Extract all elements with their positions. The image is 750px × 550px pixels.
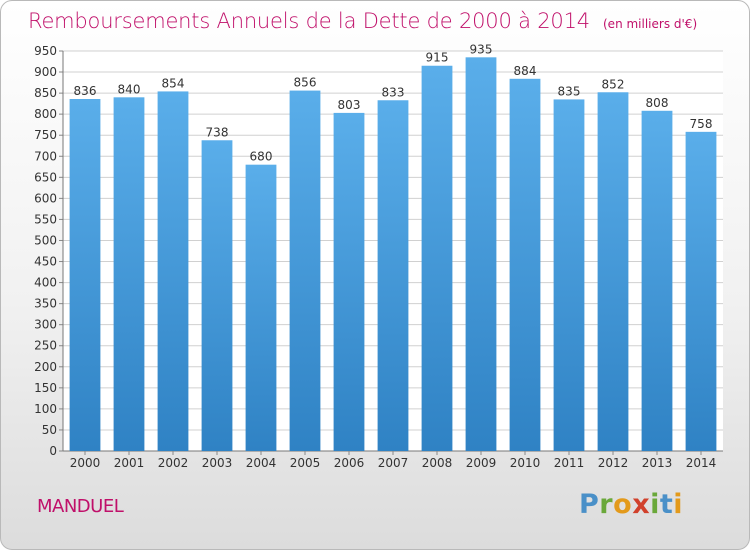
chart-subtitle: (en milliers d'€) — [603, 17, 698, 31]
x-tick-label: 2001 — [114, 456, 145, 470]
chart-title-row: Remboursements Annuels de la Dette de 20… — [28, 9, 697, 33]
bar-value-label: 680 — [250, 150, 273, 164]
bar — [685, 131, 717, 451]
bar-value-label: 835 — [558, 84, 581, 98]
bar-value-label: 808 — [646, 96, 669, 110]
logo-letter-p: P — [579, 489, 600, 520]
logo-letter-i: i — [650, 489, 660, 520]
bar-value-label: 935 — [470, 42, 493, 56]
x-tick-label: 2000 — [70, 456, 101, 470]
y-tick-label: 700 — [34, 149, 57, 163]
logo-letter-o: o — [613, 489, 633, 520]
x-tick-label: 2003 — [202, 456, 233, 470]
bar — [157, 91, 189, 451]
logo-letter-x: x — [632, 489, 651, 520]
bar-value-label: 854 — [162, 76, 185, 90]
y-tick-label: 800 — [34, 107, 57, 121]
chart-title: Remboursements Annuels de la Dette de 20… — [28, 9, 590, 33]
y-tick-label: 200 — [34, 360, 57, 374]
bar — [245, 164, 277, 451]
y-tick-label: 500 — [34, 233, 57, 247]
x-tick-label: 2005 — [290, 456, 321, 470]
y-tick-label: 400 — [34, 276, 57, 290]
bar — [553, 99, 585, 451]
y-tick-label: 950 — [34, 44, 57, 58]
proxiti-logo: Proxiti — [579, 489, 683, 520]
x-tick-label: 2011 — [554, 456, 585, 470]
bar-value-label: 840 — [118, 82, 141, 96]
y-tick-label: 50 — [42, 423, 57, 437]
x-tick-label: 2012 — [598, 456, 629, 470]
x-tick-label: 2009 — [466, 456, 497, 470]
bar — [597, 92, 629, 452]
bar-value-label: 856 — [294, 76, 317, 90]
bar — [641, 110, 673, 451]
y-tick-label: 600 — [34, 191, 57, 205]
x-tick-label: 2008 — [422, 456, 453, 470]
y-tick-label: 350 — [34, 297, 57, 311]
x-tick-label: 2007 — [378, 456, 409, 470]
x-tick-label: 2004 — [246, 456, 277, 470]
bar — [421, 65, 453, 451]
x-tick-label: 2014 — [686, 456, 717, 470]
commune-name: MANDUEL — [37, 496, 124, 517]
bar-value-label: 852 — [602, 77, 625, 91]
y-tick-label: 900 — [34, 65, 57, 79]
logo-letter-i-2: i — [673, 489, 684, 520]
bar-value-label: 884 — [514, 64, 537, 78]
y-tick-label: 100 — [34, 402, 57, 416]
bar-value-label: 915 — [426, 51, 449, 65]
bar — [377, 100, 409, 452]
bar — [465, 57, 497, 451]
bar — [201, 140, 233, 451]
x-tick-label: 2002 — [158, 456, 189, 470]
bar-value-label: 833 — [382, 85, 405, 99]
y-tick-label: 850 — [34, 86, 57, 100]
y-tick-label: 150 — [34, 381, 57, 395]
logo-letter-t: t — [659, 489, 674, 520]
y-tick-label: 550 — [34, 212, 57, 226]
y-tick-label: 0 — [49, 444, 57, 458]
bar — [69, 99, 101, 451]
bar-value-label: 836 — [74, 84, 97, 98]
y-tick-label: 300 — [34, 318, 57, 332]
bar-value-label: 738 — [206, 125, 229, 139]
bar — [509, 78, 541, 451]
bar-value-label: 758 — [690, 117, 713, 131]
bar — [333, 112, 365, 451]
x-tick-label: 2006 — [334, 456, 365, 470]
bar — [289, 90, 321, 451]
y-tick-label: 750 — [34, 128, 57, 142]
y-tick-label: 650 — [34, 170, 57, 184]
bar-value-label: 803 — [338, 98, 361, 112]
y-tick-label: 250 — [34, 339, 57, 353]
bar — [113, 97, 145, 451]
y-tick-label: 450 — [34, 255, 57, 269]
x-tick-label: 2010 — [510, 456, 541, 470]
logo-letter-r: r — [599, 489, 614, 520]
x-tick-label: 2013 — [642, 456, 673, 470]
